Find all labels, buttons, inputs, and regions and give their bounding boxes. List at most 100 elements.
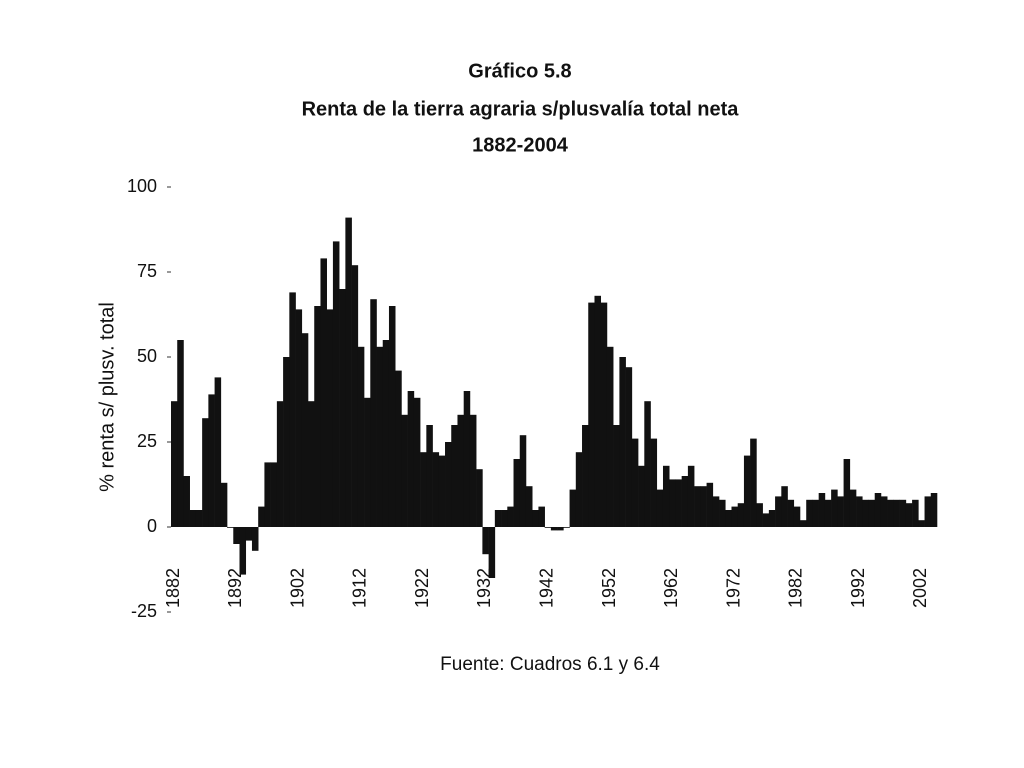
- bar: [482, 527, 489, 555]
- bar: [532, 510, 539, 527]
- bar: [245, 527, 253, 541]
- bar: [594, 295, 602, 527]
- source-note: Fuente: Cuadros 6.1 y 6.4: [440, 654, 660, 675]
- x-tick-label: 1972: [723, 568, 743, 608]
- bar: [239, 527, 247, 575]
- x-tick-label: 1962: [661, 568, 681, 608]
- bar: [669, 479, 676, 527]
- bar: [308, 401, 315, 527]
- bar: [258, 506, 265, 527]
- bar: [837, 496, 844, 527]
- bar: [575, 452, 583, 527]
- bar: [270, 462, 278, 527]
- bar: [332, 241, 340, 527]
- chart-period: 1882-2004: [472, 134, 569, 156]
- bar: [613, 425, 620, 527]
- bar: [519, 435, 527, 527]
- x-tick-label: 1942: [537, 568, 557, 608]
- bar: [233, 527, 240, 544]
- bar: [706, 482, 714, 527]
- bar: [619, 357, 626, 527]
- bar: [631, 438, 639, 527]
- bar: [700, 486, 707, 527]
- bar: [283, 357, 290, 527]
- bar: [719, 499, 726, 527]
- bar: [600, 302, 608, 527]
- bar: [401, 414, 408, 527]
- bar: [326, 309, 334, 527]
- bar: [725, 510, 732, 527]
- bar: [351, 265, 359, 527]
- bar: [681, 476, 689, 527]
- bar: [849, 489, 857, 527]
- bar: [183, 476, 190, 527]
- bar: [476, 469, 483, 527]
- bar: [843, 459, 851, 527]
- bar: [662, 465, 670, 527]
- bar: [189, 510, 197, 527]
- bar: [831, 489, 838, 527]
- bar: [227, 527, 234, 528]
- bar: [357, 346, 365, 527]
- bar: [214, 377, 222, 527]
- bar: [799, 520, 807, 527]
- bar: [220, 482, 228, 527]
- bar: [824, 499, 832, 527]
- bar: [862, 499, 869, 527]
- bar: [420, 452, 427, 527]
- chart-title: Gráfico 5.8: [468, 60, 571, 82]
- chart-subtitle: Renta de la tierra agraria s/plusvalía t…: [302, 98, 740, 120]
- bar: [469, 414, 477, 527]
- bar: [364, 397, 371, 527]
- bar: [388, 306, 396, 527]
- bar: [775, 496, 782, 527]
- y-tick-label: 100: [127, 176, 157, 196]
- bar: [912, 499, 919, 527]
- bar: [432, 452, 440, 527]
- bar: [588, 302, 595, 527]
- bar: [743, 455, 751, 527]
- bar: [918, 520, 925, 527]
- bar: [513, 459, 521, 527]
- bar: [793, 506, 801, 527]
- x-tick-label: 1922: [412, 568, 432, 608]
- bar: [501, 510, 508, 527]
- bar: [463, 391, 471, 527]
- bar: [874, 493, 882, 527]
- bar: [582, 425, 589, 527]
- bar: [638, 465, 645, 527]
- x-tick-label: 1882: [163, 568, 183, 608]
- bar: [538, 506, 545, 527]
- bar: [195, 510, 203, 527]
- bar: [924, 496, 932, 527]
- bar: [457, 414, 464, 527]
- bar: [787, 499, 795, 527]
- bar: [171, 401, 178, 527]
- x-tick-label: 1912: [350, 568, 370, 608]
- bar: [289, 292, 296, 527]
- bar: [856, 496, 863, 527]
- bar: [569, 489, 577, 527]
- bar: [507, 506, 514, 527]
- bar: [880, 496, 888, 527]
- bar: [276, 401, 284, 527]
- bar: [320, 258, 327, 527]
- bar: [625, 367, 633, 527]
- y-axis-label: % renta s/ plusv. total: [96, 302, 118, 492]
- x-tick-label: 1892: [225, 568, 245, 608]
- x-tick-label: 1902: [287, 568, 307, 608]
- x-tick-label: 1952: [599, 568, 619, 608]
- bar: [650, 438, 658, 527]
- bar: [644, 401, 651, 527]
- bar: [756, 503, 763, 527]
- bar: [750, 438, 757, 527]
- bar: [656, 489, 664, 527]
- bar: [887, 499, 894, 527]
- bar: [818, 493, 826, 527]
- bar: [264, 462, 271, 527]
- bar: [731, 506, 739, 527]
- bar: [445, 442, 452, 527]
- y-tick-label: 25: [137, 431, 157, 451]
- bar: [762, 513, 770, 527]
